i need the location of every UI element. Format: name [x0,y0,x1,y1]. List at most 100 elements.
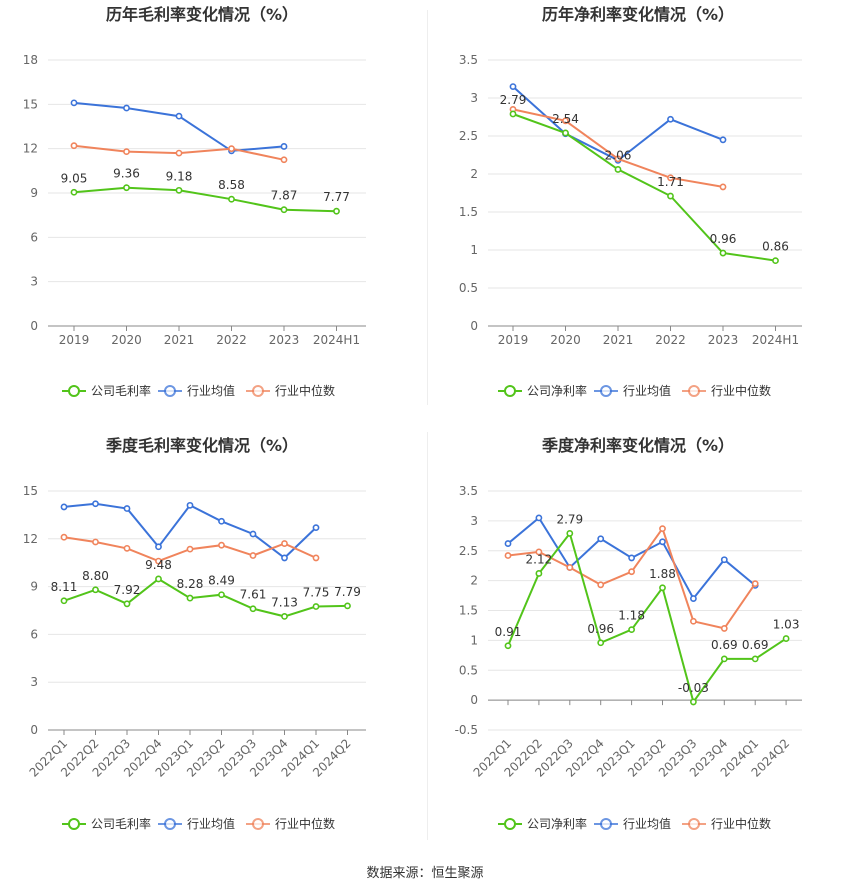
legend-item-avg[interactable]: 行业均值 [594,383,671,398]
data-point-company [60,597,68,605]
data-label: 0.96 [710,232,737,246]
y-tick-label: 3.5 [459,484,478,498]
data-point-company [719,249,727,257]
data-point-company [509,110,517,118]
data-point-median [628,568,635,576]
data-point-company [123,600,131,608]
data-point-avg [667,115,674,123]
data-label: 7.75 [303,586,330,600]
data-label: 1.88 [649,567,676,581]
data-point-avg [249,530,257,538]
legend-item-avg[interactable]: 行业均值 [158,383,235,398]
y-tick-label: 9 [30,186,38,200]
chart-panel-1: 历年毛利率变化情况（%） 0 3 6 9 12 15 18 2019 2020 2021 2022 20… [23,5,366,398]
legend-label: 行业中位数 [275,816,335,831]
legend-marker [252,385,264,397]
chart-title: 历年净利率变化情况（%） [542,5,734,24]
y-tick-label: 2.5 [459,129,478,143]
data-point-median [719,183,727,191]
x-tick-label: 2021 [603,333,634,347]
legend-marker [600,385,612,397]
legend-item-avg[interactable]: 行业均值 [158,816,235,831]
data-point-median [175,149,183,157]
legend-item-company[interactable]: 公司毛利率 [62,816,151,831]
y-tick-label: 0 [470,693,478,707]
y-tick-label: 2 [470,167,478,181]
data-label: 8.58 [218,178,245,192]
data-point-avg [155,543,162,551]
data-label: 2.79 [500,93,527,107]
data-point-company [70,188,78,196]
panel-divider [427,432,428,840]
y-tick-label: 3 [470,514,478,528]
data-point-avg [175,112,183,120]
legend-item-avg[interactable]: 行业均值 [594,816,671,831]
y-tick-label: 6 [30,627,38,641]
data-point-company [123,184,130,192]
data-label: 8.28 [177,577,204,591]
legend-label: 行业均值 [187,816,235,831]
x-tick-label: 2024H1 [313,333,360,347]
x-tick-label: 2021 [164,333,195,347]
series-line-company [73,186,337,213]
data-point-avg [60,503,68,511]
panel-divider [427,10,428,405]
data-point-company [782,635,790,642]
data-point-company [281,612,288,620]
y-tick-label: 0 [30,723,38,737]
y-tick-label: 15 [23,484,38,498]
data-point-median [280,156,288,164]
legend-label: 公司净利率 [527,383,587,398]
data-point-company [175,186,183,194]
data-point-median [60,533,68,541]
data-point-company [772,257,779,265]
data-point-company [344,602,351,610]
y-tick-label: 2.5 [459,544,478,558]
data-point-median [281,540,288,547]
y-tick-label: 12 [23,532,38,546]
legend-item-median[interactable]: 行业中位数 [682,816,771,831]
legend-label: 行业均值 [187,383,235,398]
data-point-median [70,142,78,150]
y-tick-label: -0.5 [455,723,478,737]
data-label: 8.80 [82,569,109,583]
data-point-company [280,206,288,214]
legend-label: 行业中位数 [711,383,771,398]
legend-item-company[interactable]: 公司净利率 [498,816,587,831]
data-point-company [667,192,674,200]
data-point-avg [312,524,320,532]
legend-item-median[interactable]: 行业中位数 [246,383,335,398]
series-line-company [512,113,776,262]
legend-label: 公司毛利率 [91,816,151,831]
data-point-median [690,617,697,625]
chart-panel-4: 季度净利率变化情况（%）-0.500.511.522.533.52022Q120… [455,436,802,831]
data-label: 2.79 [556,512,583,526]
y-tick-label: 0.5 [459,281,478,295]
data-point-median [249,552,257,559]
data-point-company [535,570,543,577]
y-tick-label: 9 [30,580,38,594]
legend-label: 行业中位数 [275,383,335,398]
data-point-avg [597,535,605,543]
x-tick-label: 2024H1 [752,333,799,347]
data-point-avg [218,517,225,525]
x-tick-label: 2020 [111,333,142,347]
y-tick-label: 12 [23,142,38,156]
data-point-company [312,603,320,610]
data-label: 0.69 [711,638,738,652]
data-point-avg [628,554,635,562]
legend-item-median[interactable]: 行业中位数 [682,383,771,398]
data-point-median [566,564,574,571]
y-tick-label: 1 [470,633,478,647]
y-tick-label: 1 [470,243,478,257]
data-point-company [562,129,569,137]
legend-item-company[interactable]: 公司毛利率 [62,383,151,398]
legend-item-company[interactable]: 公司净利率 [498,383,587,398]
data-label: 0.69 [742,638,769,652]
legend-item-median[interactable]: 行业中位数 [246,816,335,831]
data-point-company [218,591,225,599]
legend-marker [68,818,80,830]
data-point-avg [123,505,131,512]
